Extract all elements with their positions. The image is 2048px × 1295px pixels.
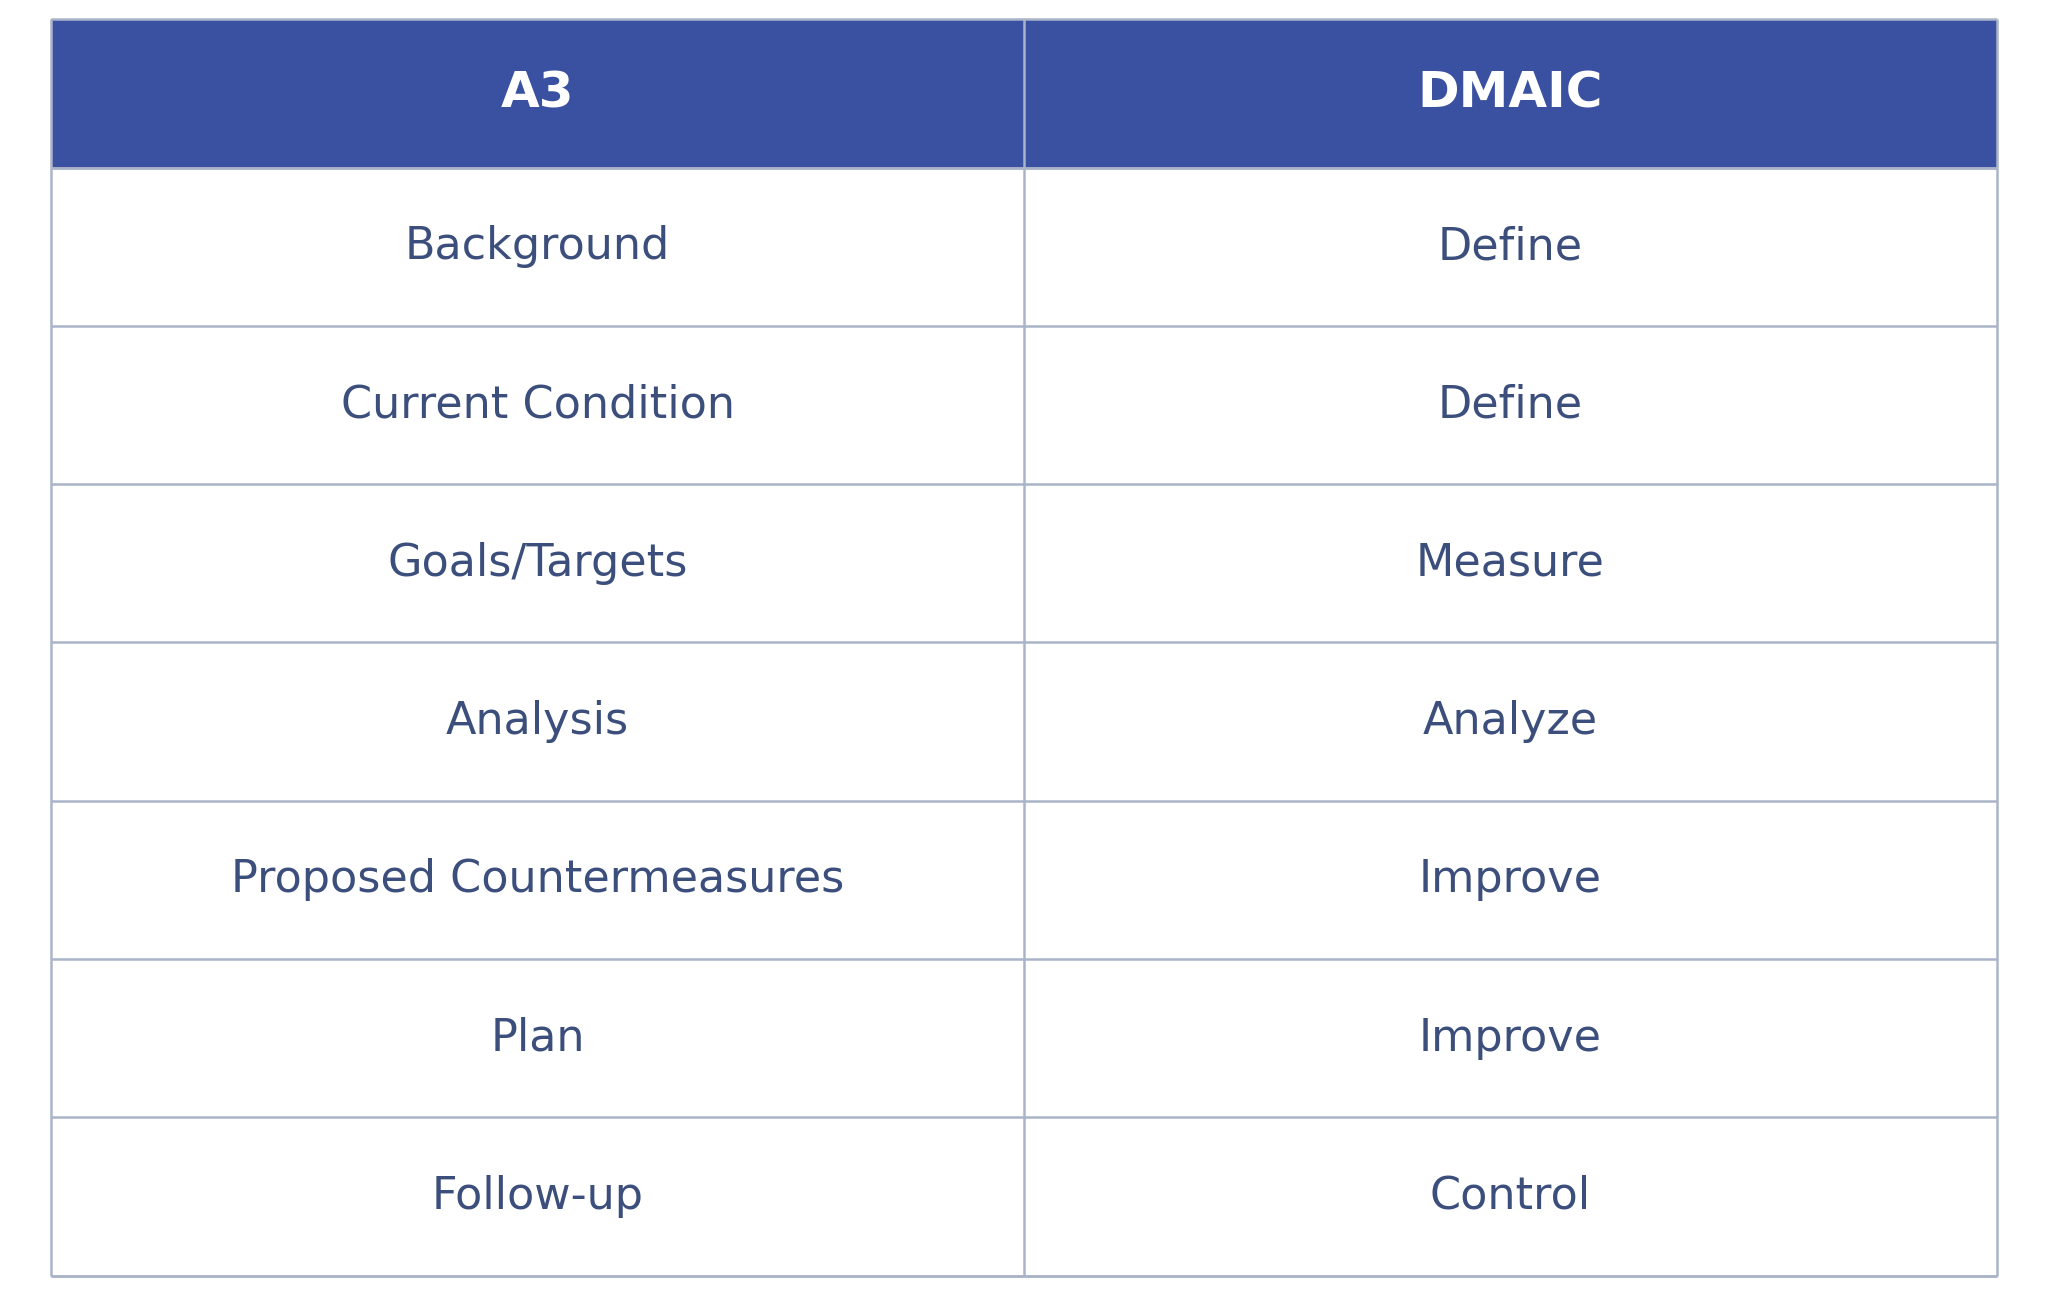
Bar <box>1024 1118 1997 1276</box>
Bar <box>51 19 1024 167</box>
Bar <box>1024 484 1997 642</box>
Bar <box>1024 960 1997 1118</box>
Bar <box>1024 167 1997 326</box>
Bar <box>1024 326 1997 484</box>
Bar <box>51 484 1024 642</box>
Text: Follow-up: Follow-up <box>432 1175 643 1217</box>
Text: Analyze: Analyze <box>1423 701 1597 743</box>
Text: Control: Control <box>1430 1175 1591 1217</box>
Text: Proposed Countermeasures: Proposed Countermeasures <box>231 859 844 901</box>
Text: DMAIC: DMAIC <box>1417 70 1604 118</box>
Bar <box>1024 800 1997 960</box>
Text: Analysis: Analysis <box>446 701 629 743</box>
Text: Improve: Improve <box>1419 1017 1602 1059</box>
Bar <box>51 800 1024 960</box>
Bar <box>51 167 1024 326</box>
Text: A3: A3 <box>502 70 573 118</box>
Text: Goals/Targets: Goals/Targets <box>387 541 688 585</box>
Text: Plan: Plan <box>489 1017 586 1059</box>
Bar <box>1024 642 1997 800</box>
Bar <box>51 642 1024 800</box>
Bar <box>1024 19 1997 167</box>
Text: Define: Define <box>1438 225 1583 268</box>
Bar <box>51 960 1024 1118</box>
Text: Current Condition: Current Condition <box>340 383 735 426</box>
Bar <box>51 326 1024 484</box>
Text: Improve: Improve <box>1419 859 1602 901</box>
Bar <box>51 1118 1024 1276</box>
Text: Background: Background <box>406 225 670 268</box>
Text: Measure: Measure <box>1415 541 1606 585</box>
Text: Define: Define <box>1438 383 1583 426</box>
